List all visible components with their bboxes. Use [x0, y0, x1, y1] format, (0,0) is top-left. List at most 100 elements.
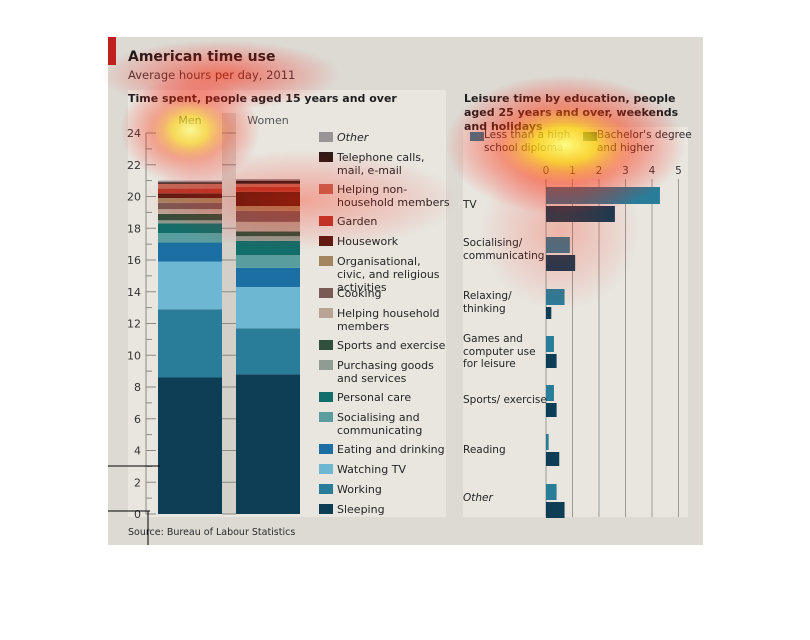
x-tick-label: 3 [622, 165, 629, 177]
y-tick-label: 12 [127, 318, 141, 331]
bar-segment [236, 231, 300, 237]
hbar [546, 289, 565, 305]
bar-segment [236, 183, 300, 187]
bar-segment [158, 180, 222, 183]
legend-label: Sleeping [337, 503, 385, 516]
y-tick-label: 6 [134, 413, 141, 426]
y-tick-label: 0 [134, 508, 141, 521]
legend-item: Telephone calls, mail, e-mail [319, 151, 452, 177]
legend-item: Organisational, civic, and religious act… [319, 255, 452, 294]
legend-swatch [319, 132, 333, 142]
bar-segment [236, 328, 300, 375]
bar-segment [158, 209, 222, 214]
bar-segment [158, 193, 222, 199]
legend-label: Helping non-household members [337, 183, 450, 209]
legend-item: Less than a high school diploma [470, 129, 584, 154]
legend-swatch [319, 308, 333, 318]
legend-swatch [319, 216, 333, 226]
legend-swatch [319, 412, 333, 422]
bar-segment [236, 267, 300, 287]
bar-segment [158, 183, 222, 189]
legend-swatch [319, 360, 333, 370]
y-tick-label: 16 [127, 254, 141, 267]
chart-card: American time use Average hours per day,… [108, 37, 703, 545]
bar-segment [158, 223, 222, 234]
legend-label: Telephone calls, mail, e-mail [337, 151, 425, 177]
bar-segment [236, 180, 300, 184]
hbar [546, 502, 565, 518]
bar-segment [158, 220, 222, 224]
legend-item: Helping household members [319, 307, 452, 333]
legend-swatch [319, 392, 333, 402]
y-tick-label: 22 [127, 159, 141, 172]
hbar [546, 434, 549, 450]
legend-item: Socialising and communicating [319, 411, 452, 437]
hbar [546, 403, 557, 417]
hbar [546, 307, 552, 319]
legend-label: Watching TV [337, 463, 406, 476]
legend-item: Eating and drinking [319, 443, 452, 456]
legend-swatch [319, 504, 333, 514]
legend-swatch [319, 236, 333, 246]
hbar [546, 187, 660, 204]
bar-segment [158, 198, 222, 203]
legend-label: Purchasing goods and services [337, 359, 434, 385]
category-label: Reading [463, 444, 506, 456]
category-label: Sports/ exercise [463, 394, 547, 406]
legend-label: Working [337, 483, 382, 496]
legend-label: Sports and exercise [337, 339, 446, 352]
legend-label: Garden [337, 215, 378, 228]
legend-item: Watching TV [319, 463, 452, 476]
bar-segment [158, 213, 222, 221]
x-tick-label: 1 [569, 165, 576, 177]
legend-label: Helping household members [337, 307, 440, 333]
category-label: Relaxing/ thinking [463, 290, 512, 315]
legend-label: Other [337, 131, 369, 144]
legend-item: Sleeping [319, 503, 452, 516]
bar-segment [236, 179, 300, 181]
bar-segment [236, 236, 300, 241]
legend-swatch [319, 484, 333, 494]
legend-item: Sports and exercise [319, 339, 452, 352]
legend-swatch [470, 132, 484, 141]
legend-label: Eating and drinking [337, 443, 445, 456]
y-tick-label: 10 [127, 349, 141, 362]
legend-swatch [319, 464, 333, 474]
hbar [546, 336, 554, 352]
legend-item: Other [319, 131, 452, 144]
y-tick-label: 14 [127, 286, 141, 299]
legend-item: Working [319, 483, 452, 496]
bar-segment [158, 309, 222, 378]
y-tick-label: 24 [127, 127, 141, 140]
bar-segment [158, 202, 222, 210]
legend-item: Purchasing goods and services [319, 359, 452, 385]
legend-item: Housework [319, 235, 452, 248]
x-tick-label: 2 [596, 165, 603, 177]
y-tick-label: 20 [127, 191, 141, 204]
legend-label: Housework [337, 235, 399, 248]
legend-label: Personal care [337, 391, 412, 404]
x-tick-label: 5 [675, 165, 682, 177]
legend-item: Garden [319, 215, 452, 228]
y-tick-label: 4 [134, 445, 141, 458]
legend-swatch [319, 256, 333, 266]
legend-label: Organisational, civic, and religious act… [337, 255, 440, 294]
bar-segment [158, 242, 222, 262]
category-label: Men [178, 114, 201, 127]
legend-swatch [319, 444, 333, 454]
bar-segment [236, 186, 300, 192]
hbar [546, 206, 615, 222]
bar-segment [236, 286, 300, 329]
y-tick-label: 18 [127, 222, 141, 235]
y-tick-label: 2 [134, 476, 141, 489]
legend-label: Less than a high school diploma [484, 129, 571, 154]
x-tick-label: 0 [543, 165, 550, 177]
bar-segment [158, 233, 222, 243]
source-note: Source: Bureau of Labour Statistics [128, 527, 296, 538]
hbar [546, 385, 554, 401]
category-label: Socialising/ communicating [463, 237, 545, 262]
legend-swatch [319, 340, 333, 350]
center-divider [222, 113, 236, 514]
legend-swatch [319, 288, 333, 298]
bar-segment [236, 221, 300, 232]
